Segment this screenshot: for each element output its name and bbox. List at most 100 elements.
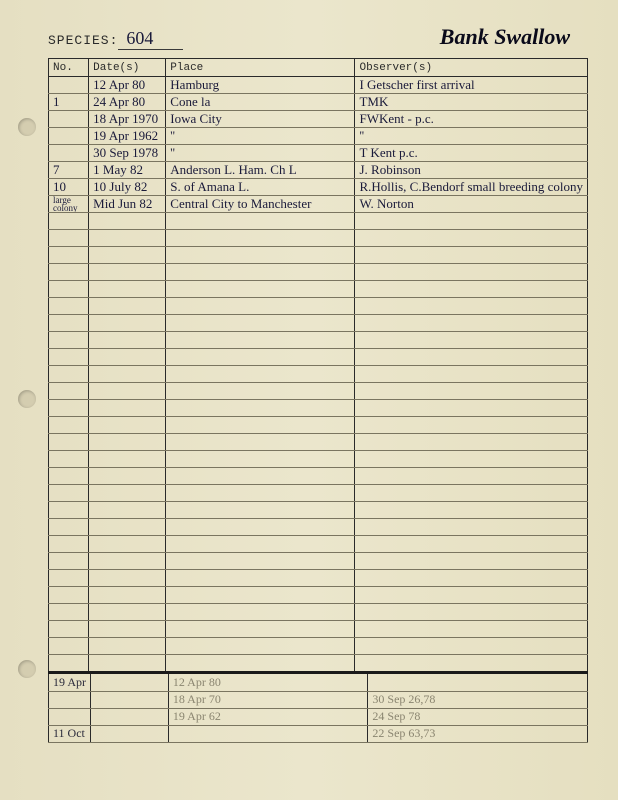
cell-empty (89, 621, 166, 638)
cell-empty (89, 213, 166, 230)
table-row-empty (49, 315, 588, 332)
cell-place: Central City to Manchester (166, 196, 355, 213)
cell-empty (49, 434, 89, 451)
bottom-right-date: 24 Sep 78 (368, 708, 588, 725)
cell-no: large colony (49, 196, 89, 213)
col-header-no: No. (49, 59, 89, 77)
cell-empty (49, 553, 89, 570)
cell-no (49, 145, 89, 162)
cell-empty (166, 451, 355, 468)
cell-empty (49, 230, 89, 247)
bottom-row: 19 Apr 12 Apr 80 (49, 674, 588, 691)
table-row: 18 Apr 1970Iowa CityFWKent - p.c. (49, 111, 588, 128)
cell-empty (89, 536, 166, 553)
cell-empty (166, 621, 355, 638)
cell-empty (166, 332, 355, 349)
bottom-left-date (49, 708, 91, 725)
table-row-empty (49, 655, 588, 673)
cell-empty (166, 604, 355, 621)
col-header-observer: Observer(s) (355, 59, 588, 77)
bottom-right-date: 22 Sep 63,73 (368, 725, 588, 742)
table-row-empty (49, 213, 588, 230)
cell-empty (355, 536, 588, 553)
cell-no: 7 (49, 162, 89, 179)
table-row-empty (49, 485, 588, 502)
cell-empty (355, 417, 588, 434)
table-row-empty (49, 519, 588, 536)
table-row-empty (49, 417, 588, 434)
cell-empty (89, 383, 166, 400)
cell-empty (89, 434, 166, 451)
punch-hole (18, 660, 36, 678)
cell-date: 1 May 82 (89, 162, 166, 179)
table-row: 12 Apr 80HamburgI Getscher first arrival (49, 77, 588, 94)
cell-empty (355, 230, 588, 247)
cell-no (49, 128, 89, 145)
cell-empty (355, 485, 588, 502)
table-row: 124 Apr 80Cone laTMK (49, 94, 588, 111)
cell-empty (166, 230, 355, 247)
bottom-spacer (91, 725, 169, 742)
bottom-mid-date (168, 725, 368, 742)
table-row-empty (49, 230, 588, 247)
cell-empty (355, 587, 588, 604)
table-row-empty (49, 621, 588, 638)
cell-empty (89, 655, 166, 673)
cell-empty (166, 434, 355, 451)
table-row-empty (49, 502, 588, 519)
cell-no (49, 111, 89, 128)
cell-obs: T Kent p.c. (355, 145, 588, 162)
table-row: 30 Sep 1978 ''T Kent p.c. (49, 145, 588, 162)
cell-empty (355, 264, 588, 281)
bottom-left-date: 11 Oct (49, 725, 91, 742)
table-row-empty (49, 400, 588, 417)
cell-empty (89, 570, 166, 587)
cell-empty (355, 366, 588, 383)
bottom-mid-date: 19 Apr 62 (168, 708, 368, 725)
table-row-empty (49, 638, 588, 655)
table-row-empty (49, 298, 588, 315)
cell-empty (166, 655, 355, 673)
cell-empty (89, 315, 166, 332)
punch-hole (18, 118, 36, 136)
cell-empty (49, 468, 89, 485)
cell-empty (166, 264, 355, 281)
cell-empty (89, 519, 166, 536)
cell-empty (355, 298, 588, 315)
cell-empty (89, 247, 166, 264)
bottom-row: 11 Oct 22 Sep 63,73 (49, 725, 588, 742)
cell-date: 19 Apr 1962 (89, 128, 166, 145)
table-row-empty (49, 451, 588, 468)
table-row-empty (49, 332, 588, 349)
cell-obs: FWKent - p.c. (355, 111, 588, 128)
bottom-mid-date: 12 Apr 80 (168, 674, 368, 691)
cell-empty (49, 247, 89, 264)
table-row-empty (49, 383, 588, 400)
cell-empty (355, 213, 588, 230)
cell-date: 30 Sep 1978 (89, 145, 166, 162)
cell-empty (166, 298, 355, 315)
cell-place: Hamburg (166, 77, 355, 94)
table-row-empty (49, 264, 588, 281)
cell-date: 18 Apr 1970 (89, 111, 166, 128)
col-header-place: Place (166, 59, 355, 77)
table-row-empty (49, 468, 588, 485)
cell-empty (49, 638, 89, 655)
cell-empty (166, 383, 355, 400)
table-row-empty (49, 570, 588, 587)
cell-empty (166, 468, 355, 485)
cell-empty (89, 604, 166, 621)
cell-empty (355, 383, 588, 400)
cell-empty (49, 349, 89, 366)
cell-empty (89, 485, 166, 502)
cell-empty (49, 298, 89, 315)
cell-empty (49, 655, 89, 673)
cell-empty (89, 400, 166, 417)
cell-empty (355, 451, 588, 468)
cell-empty (355, 434, 588, 451)
cell-empty (89, 638, 166, 655)
cell-empty (89, 451, 166, 468)
cell-empty (49, 502, 89, 519)
cell-empty (49, 264, 89, 281)
cell-empty (166, 400, 355, 417)
